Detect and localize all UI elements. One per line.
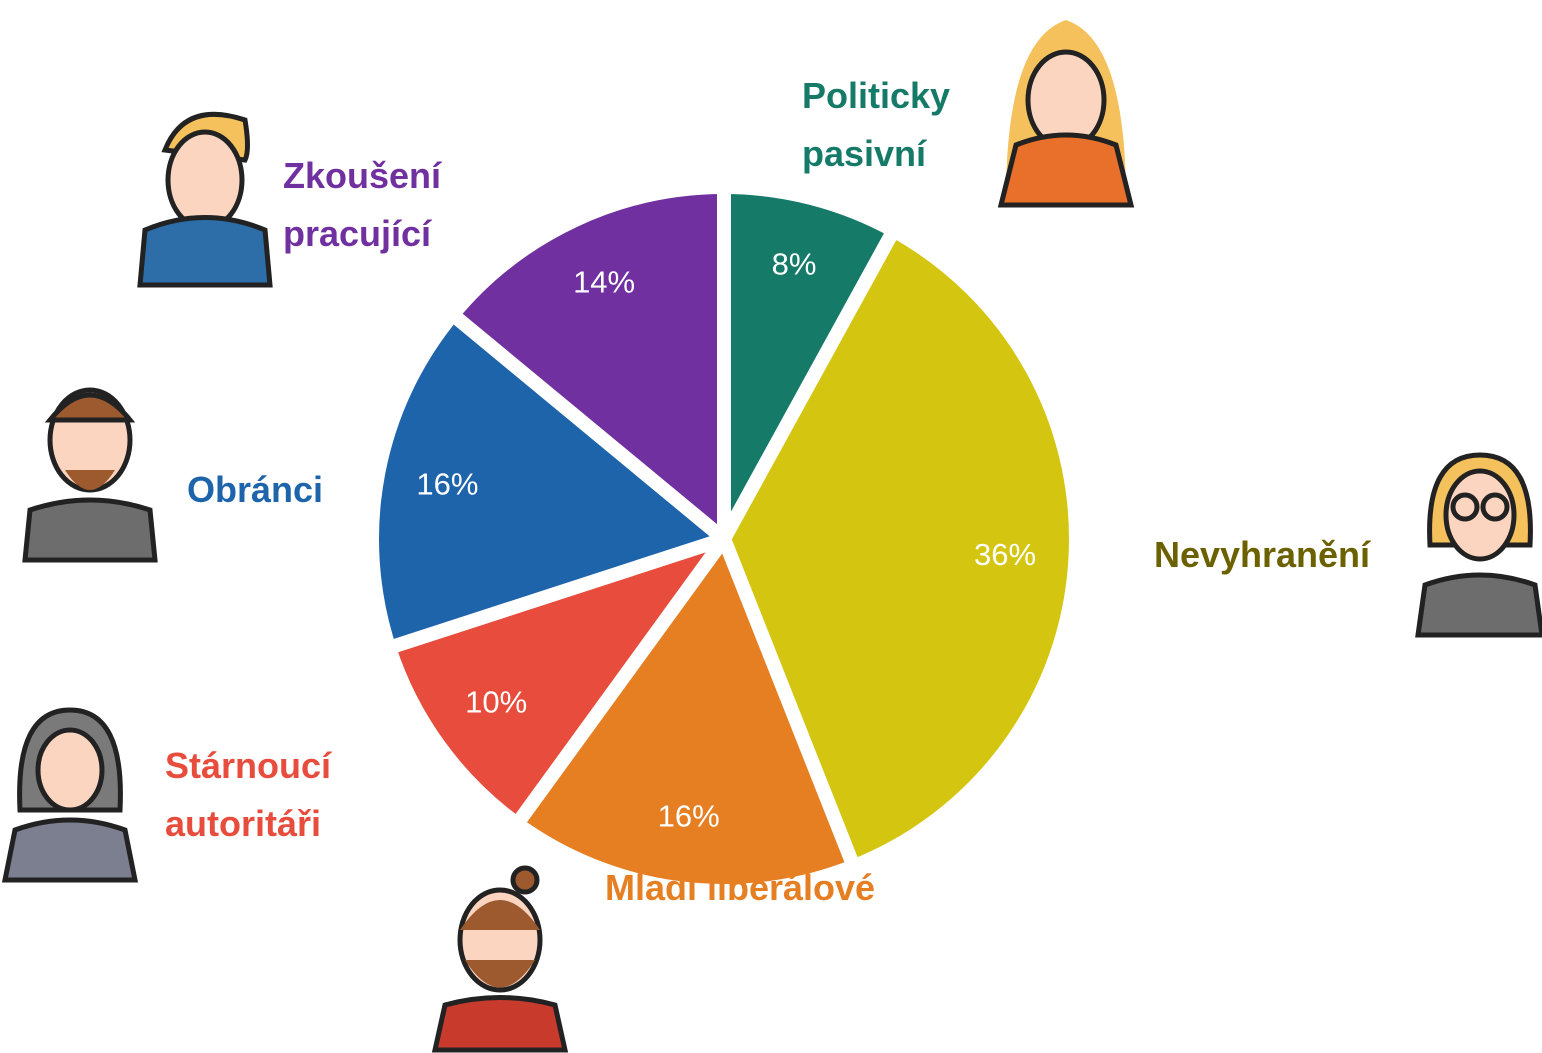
category-label: Zkoušení pracující [283,147,473,263]
avatar [435,868,565,1050]
value-label: 16% [658,799,720,834]
value-label: 36% [974,537,1036,572]
avatar [5,710,135,880]
category-label: Nevyhranění [1154,526,1370,584]
category-label: Obránci [187,461,323,519]
avatar [140,114,270,285]
avatar [1001,20,1131,205]
value-label: 14% [573,264,635,299]
avatar [1418,455,1542,635]
value-label: 10% [465,685,527,720]
category-label: Politicky pasivní [802,67,992,183]
value-label: 16% [416,466,478,501]
avatar [25,390,155,560]
page: 8%36%16%10%16%14% (() => { const data = … [0,0,1542,1053]
category-label: Stárnoucí autoritáři [165,737,355,853]
category-label: Mladí liberálové [605,859,875,917]
value-label: 8% [772,246,817,281]
